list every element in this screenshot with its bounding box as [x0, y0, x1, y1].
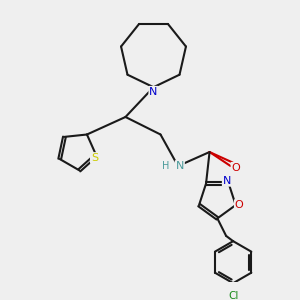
Text: N: N	[176, 161, 184, 171]
Text: S: S	[91, 153, 98, 163]
Text: O: O	[235, 200, 244, 210]
Text: H: H	[162, 161, 169, 171]
Text: N: N	[149, 87, 158, 97]
Text: Cl: Cl	[228, 291, 238, 300]
Text: N: N	[223, 176, 231, 186]
Text: O: O	[231, 163, 240, 173]
